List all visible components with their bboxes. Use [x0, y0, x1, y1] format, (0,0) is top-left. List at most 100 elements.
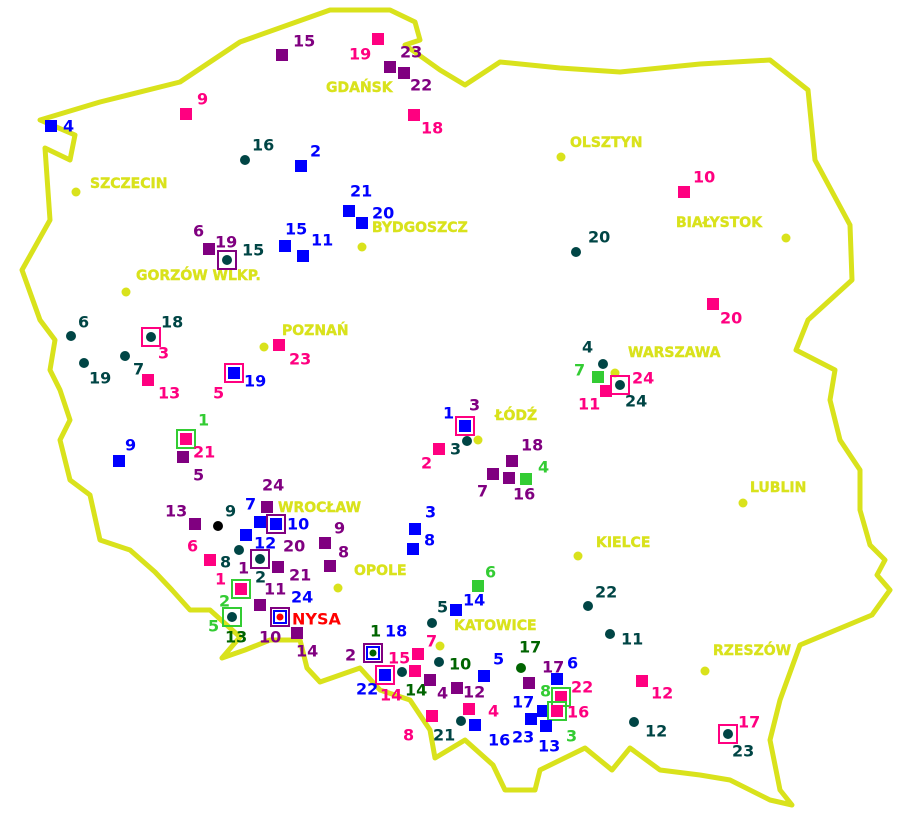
- marker-pink-square[interactable]: 10: [678, 168, 715, 199]
- marker-square: [204, 554, 216, 566]
- marker-blue-framed[interactable]: 22 15 14: [356, 649, 410, 705]
- marker-teal-circle[interactable]: 11: [605, 629, 643, 649]
- marker-frame: [141, 327, 161, 347]
- marker-label: 14: [380, 686, 402, 705]
- marker-teal-circle[interactable]: 3: [450, 436, 472, 459]
- marker-pink-square[interactable]: 9: [180, 90, 208, 121]
- marker-teal-circle[interactable]: 6: [66, 313, 89, 342]
- marker-label: 6: [78, 313, 89, 332]
- marker-purple-square[interactable]: 16: [503, 472, 535, 504]
- marker-purple-square[interactable]: 6: [193, 222, 215, 256]
- marker-square: [254, 599, 266, 611]
- marker-purple-square[interactable]: 7: [477, 468, 499, 501]
- marker-blue-square[interactable]: 2: [295, 142, 321, 173]
- marker-black-circle[interactable]: 9: [213, 502, 236, 532]
- marker-pink-square[interactable]: 68: [187, 537, 231, 572]
- marker-pink-square[interactable]: [409, 665, 421, 677]
- marker-teal-circle[interactable]: 12: [629, 717, 667, 741]
- marker-blue-square[interactable]: 9: [113, 436, 136, 468]
- marker-blue-square[interactable]: 4: [45, 117, 74, 136]
- marker-purple-square[interactable]: 15: [276, 32, 315, 62]
- marker-blue-square[interactable]: 5: [478, 650, 504, 683]
- marker-pink-square[interactable]: 12: [636, 675, 673, 703]
- marker-blue-square[interactable]: 17: [512, 693, 549, 718]
- marker-dot: [462, 436, 472, 446]
- marker-pink-square[interactable]: 13: [142, 374, 180, 403]
- marker-blue-square[interactable]: 7: [245, 495, 266, 529]
- marker-purple-square[interactable]: 11: [254, 580, 286, 612]
- marker-purple-square[interactable]: 23: [384, 43, 422, 74]
- marker-pink-framed[interactable]: 16: [547, 701, 589, 722]
- marker-purple-square[interactable]: 9: [319, 519, 345, 550]
- marker-pink-square[interactable]: 7: [412, 632, 437, 661]
- marker-teal-circle[interactable]: 10: [434, 655, 471, 674]
- marker-teal-circle[interactable]: 21: [433, 716, 466, 745]
- marker-dkgreen-circle[interactable]: 17: [516, 638, 541, 674]
- marker-teal-circle[interactable]: 4: [582, 338, 608, 370]
- marker-purple-square[interactable]: 13: [165, 502, 201, 531]
- marker-blue-square[interactable]: 14: [450, 591, 485, 617]
- marker-purple-square[interactable]: 8: [324, 543, 349, 573]
- marker-purple-square[interactable]: 21: [272, 561, 311, 585]
- marker-teal-circle[interactable]: 19: [79, 358, 111, 388]
- marker-label: 18: [385, 622, 407, 641]
- marker-purple-square[interactable]: 14 10: [259, 627, 318, 661]
- marker-dkgreen-framed2[interactable]: 1 18 2: [345, 622, 407, 665]
- marker-square: [113, 455, 125, 467]
- marker-purple-square[interactable]: 22: [398, 67, 432, 95]
- marker-green-square[interactable]: 7: [574, 361, 604, 384]
- marker-teal-framed[interactable]: 18 3: [141, 313, 183, 363]
- marker-pink-square[interactable]: 19: [349, 33, 384, 64]
- marker-teal-framed[interactable]: 19 15: [215, 233, 264, 270]
- marker-teal-circle[interactable]: 22: [583, 583, 617, 612]
- marker-blue-square[interactable]: 13 3: [538, 720, 577, 756]
- marker-blue-square[interactable]: 8: [407, 531, 435, 556]
- marker-purple-square[interactable]: 215: [177, 443, 215, 485]
- marker-green-square[interactable]: 6: [472, 563, 496, 593]
- marker-blue-square[interactable]: 23: [512, 713, 537, 747]
- marker-blue-square[interactable]: 11: [297, 231, 333, 263]
- marker-label: 7: [426, 632, 437, 651]
- marker-teal-circle[interactable]: 16: [240, 136, 274, 166]
- marker-blue-framed[interactable]: 19 5: [213, 363, 266, 403]
- marker-blue-square[interactable]: 3: [409, 503, 436, 536]
- marker-pink-framed[interactable]: 1: [176, 411, 209, 449]
- marker-purple-square[interactable]: 12: [451, 682, 485, 702]
- marker-teal-circle[interactable]: 20: [571, 228, 610, 258]
- city-dot: [738, 498, 748, 508]
- marker-red-framed2[interactable]: 24 NYSA: [270, 588, 342, 629]
- marker-blue-square[interactable]: 21: [343, 182, 372, 218]
- marker-blue-square[interactable]: 16: [469, 719, 510, 750]
- marker-pink-framed[interactable]: 22 8: [540, 678, 593, 707]
- marker-blue-square[interactable]: 12: [240, 529, 276, 553]
- marker-purple-square[interactable]: 24: [261, 476, 284, 514]
- marker-teal-circle[interactable]: 5: [427, 598, 448, 629]
- marker-blue-square[interactable]: 20: [356, 204, 394, 230]
- marker-teal-circle[interactable]: 7: [120, 351, 144, 379]
- marker-blue-framed[interactable]: 10: [266, 514, 309, 534]
- marker-green-square[interactable]: 4: [520, 458, 549, 486]
- marker-pink-square[interactable]: 23: [273, 339, 311, 369]
- marker-pink-framed[interactable]: 12: [215, 570, 251, 611]
- marker-purple-square[interactable]: 17: [523, 658, 564, 690]
- marker-pink-square[interactable]: 20: [707, 298, 742, 328]
- marker-teal-framed[interactable]: 5 13: [208, 607, 247, 647]
- marker-blue-square[interactable]: 6: [551, 654, 578, 686]
- marker-teal-circle[interactable]: 14: [397, 667, 427, 700]
- marker-pink-square[interactable]: 8: [403, 710, 438, 745]
- marker-blue-square[interactable]: 15: [279, 220, 307, 253]
- marker-label: 13: [165, 502, 187, 521]
- marker-teal-circle[interactable]: 20: [234, 537, 305, 556]
- marker-label: 5: [213, 384, 224, 403]
- marker-label: 9: [125, 436, 136, 455]
- marker-pink-square[interactable]: 11: [578, 385, 612, 414]
- marker-pink-square[interactable]: 18: [408, 109, 443, 138]
- marker-purple-square[interactable]: 18: [506, 436, 543, 468]
- marker-pink-square[interactable]: 2: [421, 443, 445, 473]
- marker-pink-square[interactable]: 4: [463, 702, 499, 721]
- marker-purple-square[interactable]: 4: [424, 674, 448, 703]
